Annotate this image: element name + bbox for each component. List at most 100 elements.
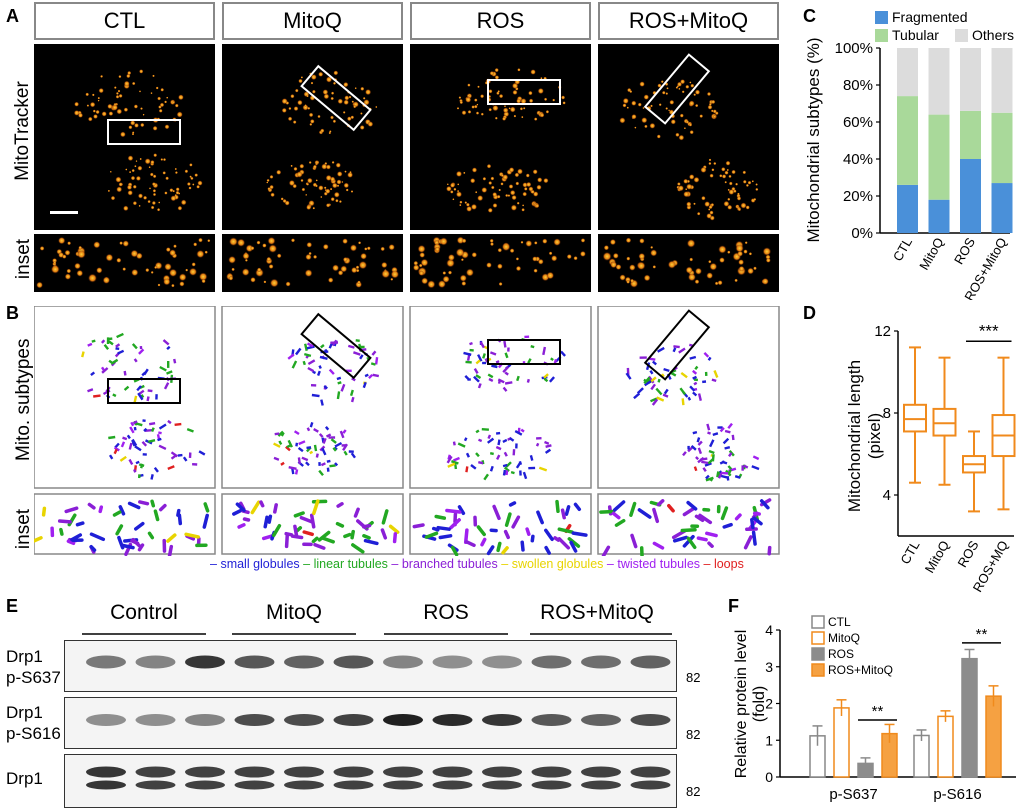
c-legend-swatch: [875, 29, 888, 42]
blot-label-row3: Drp1: [6, 769, 43, 788]
blot-band: [333, 655, 374, 669]
blot-band: [383, 714, 423, 726]
c-bar-fragmented: [928, 199, 950, 233]
c-legend-swatch: [875, 11, 888, 24]
roi-box-mitoq: [300, 64, 372, 132]
f-ytick-label: 3: [765, 659, 773, 675]
c-legend-swatch: [955, 29, 968, 42]
blot-band: [234, 714, 275, 726]
blot-band: [383, 766, 423, 778]
segmentation-images: [34, 306, 780, 556]
blot-band: [482, 655, 522, 669]
blot-band: [432, 714, 473, 726]
f-sig-label: **: [872, 703, 884, 720]
roi-box-ctl: [107, 119, 181, 145]
c-bar-others: [897, 48, 918, 97]
blot-band: [383, 655, 423, 669]
legend-loops: loops: [713, 557, 744, 571]
roi-box-b-ros: [487, 339, 561, 365]
blot-band: [630, 714, 671, 726]
f-legend-label: ROS: [828, 647, 854, 661]
f-ytick-label: 0: [765, 769, 773, 785]
c-bar-others: [928, 48, 950, 115]
panel-letter-a: A: [6, 6, 19, 26]
blot-band: [432, 780, 473, 790]
f-xtick-label: p-S637: [829, 786, 877, 803]
c-bar-fragmented: [960, 159, 981, 233]
blot-band: [630, 766, 671, 778]
blot-band: [135, 655, 176, 669]
d-sig-label: ***: [979, 321, 999, 340]
blot-band: [284, 655, 324, 669]
chart-c: Mitochondrial subtypes (%) 0% 20% 40% 60% 80…: [804, 9, 1014, 300]
blot-band: [383, 780, 423, 790]
chart-d-ylabel: Mitochondrial length: [845, 360, 864, 512]
c-legend-label: Fragmented: [892, 9, 967, 25]
blot-band: [333, 714, 374, 726]
blot-band: [185, 655, 225, 669]
blot-group-lines: [82, 633, 672, 635]
segmentation-ctl: [34, 306, 216, 489]
panel-letter-d: D: [803, 303, 816, 323]
c-xtick-label: CTL: [890, 235, 915, 264]
c-ytick-label: 60%: [843, 114, 873, 131]
blot-band: [86, 766, 126, 778]
blot-band: [135, 714, 176, 726]
d-xtick-label: ROS: [955, 538, 982, 570]
c-bar-fragmented: [897, 184, 918, 233]
scale-bar: [50, 211, 78, 214]
d-ytick-label: 8: [883, 405, 891, 422]
c-bar-tubular: [960, 110, 981, 159]
roi-box-b-ctl: [107, 378, 181, 404]
f-legend-swatch: [811, 647, 825, 661]
blot-band: [234, 766, 275, 778]
f-bar-mitoq: [937, 715, 954, 778]
header-ctl: CTL: [34, 2, 215, 40]
c-ytick-label: 20%: [843, 188, 873, 205]
blot-group-ros-mitoq: ROS+MitoQ: [540, 601, 654, 624]
blot-band: [630, 780, 671, 790]
c-ytick-label: 40%: [843, 151, 873, 168]
f-legend-label: CTL: [828, 615, 851, 629]
blot-band: [86, 780, 126, 790]
c-legend-label: Others: [972, 27, 1014, 43]
f-legend-label: ROS+MitoQ: [828, 663, 893, 677]
micrograph-ctl: [34, 44, 215, 230]
panel-letter-c: C: [803, 6, 816, 26]
blot-group-control: Control: [110, 601, 178, 624]
blot-band: [482, 780, 522, 790]
blot-band: [135, 780, 176, 790]
f-bar-ros: [961, 657, 978, 778]
blot-band: [185, 766, 225, 778]
f-sig-label: **: [976, 626, 988, 643]
f-ytick-label: 2: [765, 696, 773, 712]
blot-label-row1: Drp1 p-S637: [6, 647, 61, 687]
blot-band: [581, 655, 621, 669]
legend-small-globules: small globules: [220, 557, 300, 571]
f-bar-ctl: [913, 734, 930, 778]
chart-d: Mitochondrial length (pixel) 4 8 12 CTL MitoQ…: [845, 321, 1016, 595]
legend-subtypes: – small globules – linear tubules – bran…: [210, 557, 744, 571]
blot-band: [86, 655, 126, 669]
f-bar-ros-mitoq: [985, 695, 1002, 778]
blot-band: [482, 714, 522, 726]
blot-band: [284, 766, 324, 778]
blot-band: [581, 766, 621, 778]
blot-band: [333, 780, 374, 790]
chart-f: Relative protein level (fold) 0 1 2 3 4 p-S637 p…: [733, 615, 1016, 803]
c-bar-tubular: [928, 114, 950, 200]
c-xtick-label: MitoQ: [916, 235, 946, 273]
header-ros: ROS: [410, 2, 591, 40]
blot-bands: [86, 655, 671, 790]
blot-label-row2: Drp1 p-S616: [6, 703, 61, 743]
header-mitoq: MitoQ: [222, 2, 403, 40]
blot-band: [531, 655, 572, 669]
inset-a-mitoq: [222, 234, 403, 292]
row-label-inset-a: inset: [13, 238, 34, 280]
f-ytick-label: 4: [765, 622, 773, 638]
blot-band: [284, 714, 324, 726]
f-bar-mitoq: [833, 707, 850, 778]
blot-band: [234, 780, 275, 790]
legend-branched-tubules: branched tubules: [401, 557, 498, 571]
f-legend-swatch: [811, 631, 825, 645]
